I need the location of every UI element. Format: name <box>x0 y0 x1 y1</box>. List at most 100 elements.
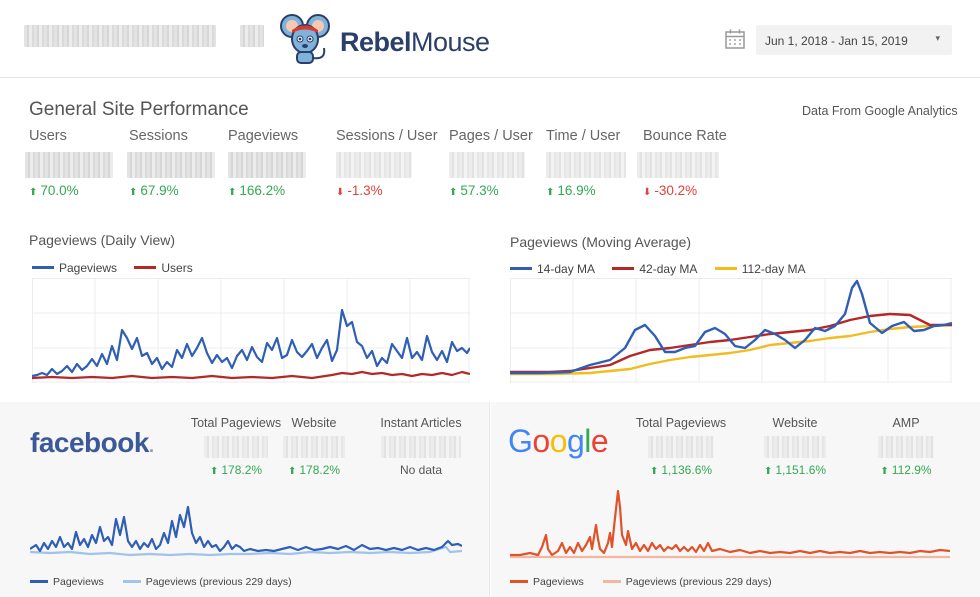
date-range-value: Jun 1, 2018 - Jan 15, 2019 <box>765 34 908 48</box>
stat-label: Total Pageviews <box>190 416 282 430</box>
google-logo: Google <box>508 423 609 459</box>
header: RebelMouse Jun 1, 2018 - Jan 15, 2019 ▾ <box>0 0 980 78</box>
legend-item-users[interactable]: Users <box>134 261 193 275</box>
redacted-stat-value <box>764 436 826 458</box>
arrow-up-icon: ⬆ <box>287 466 297 477</box>
ma-chart <box>510 278 952 383</box>
metric-bounce-rate: Bounce Rate ⬇ -30.2% <box>637 128 727 198</box>
metric-label: Sessions / User <box>336 128 438 144</box>
facebook-logo: facebook. <box>30 427 154 458</box>
metric-label: Time / User <box>546 128 621 144</box>
ma-chart-legend: 14-day MA 42-day MA 112-day MA <box>510 262 820 276</box>
section-title: General Site Performance <box>29 99 249 120</box>
arrow-up-icon: ⬆ <box>649 466 659 477</box>
fb-website: Website ⬆ 178.2% <box>274 416 354 477</box>
google-chart-legend: Pageviews Pageviews (previous 229 days) <box>510 576 788 588</box>
redacted-site-logo <box>240 25 264 47</box>
legend-swatch <box>510 267 532 271</box>
stat-label: Website <box>291 416 337 430</box>
legend-swatch <box>134 266 157 270</box>
metric-delta: ⬆ 166.2% <box>228 183 286 198</box>
legend-swatch <box>30 579 48 583</box>
metric-delta: ⬆ 16.9% <box>546 183 596 198</box>
daily-chart <box>32 278 470 383</box>
legend-swatch <box>510 579 528 583</box>
series-pageviews-line <box>510 489 950 557</box>
stat-label: Instant Articles <box>380 416 462 430</box>
arrow-up-icon: ⬆ <box>763 466 773 477</box>
arrow-down-icon: ⬇ <box>336 187 345 198</box>
metric-label: Users <box>29 128 67 144</box>
legend-item-14-day-ma[interactable]: 14-day MA <box>510 262 595 276</box>
legend-item-112-day-ma[interactable]: 112-day MA <box>714 262 806 276</box>
metric-delta: ⬆ 70.0% <box>29 183 79 198</box>
chart-gridlines <box>32 278 470 383</box>
legend-item-previous-pageviews[interactable]: Pageviews (previous 229 days) <box>602 576 772 588</box>
legend-item-pageviews[interactable]: Pageviews <box>510 576 584 588</box>
legend-swatch <box>122 579 141 583</box>
arrow-up-icon: ⬆ <box>29 187 38 198</box>
facebook-chart-legend: Pageviews Pageviews (previous 229 days) <box>30 576 308 588</box>
metric-users: Users ⬆ 70.0% <box>25 128 113 198</box>
metric-delta: ⬆ 57.3% <box>449 183 499 198</box>
metric-sessions: Sessions ⬆ 67.9% <box>127 128 215 198</box>
brand-logo[interactable]: RebelMouse <box>280 12 490 66</box>
stat-delta: ⬆ 178.2% <box>209 463 263 477</box>
stat-delta: ⬆ 1,136.6% <box>649 463 713 477</box>
fb-total-pageviews: Total Pageviews ⬆ 178.2% <box>176 416 296 477</box>
redacted-metric-value <box>228 152 306 178</box>
chart-gridlines <box>510 278 952 383</box>
legend-item-previous-pageviews[interactable]: Pageviews (previous 229 days) <box>122 576 292 588</box>
legend-item-pageviews[interactable]: Pageviews <box>30 576 104 588</box>
redacted-metric-value <box>336 152 412 178</box>
metric-label: Bounce Rate <box>643 128 727 144</box>
series-pageviews-line <box>32 308 470 378</box>
stat-label: Website <box>772 416 818 430</box>
metric-pages-per-user: Pages / User ⬆ 57.3% <box>449 128 533 198</box>
metric-label: Sessions <box>129 128 188 144</box>
redacted-stat-value <box>648 436 714 458</box>
brand-wordmark: RebelMouse <box>340 27 490 57</box>
metric-pageviews: Pageviews ⬆ 166.2% <box>228 128 306 198</box>
calendar-icon[interactable] <box>724 28 746 50</box>
metric-sessions-per-user: Sessions / User ⬇ -1.3% <box>336 128 438 198</box>
date-range-select[interactable]: Jun 1, 2018 - Jan 15, 2019 ▾ <box>756 25 952 55</box>
legend-swatch <box>602 579 621 583</box>
google-chart <box>510 489 950 559</box>
stat-delta: ⬆ 112.9% <box>880 463 932 477</box>
caret-down-icon: ▾ <box>935 33 940 43</box>
daily-chart-legend: Pageviews Users <box>32 261 207 275</box>
google-total-pageviews: Total Pageviews ⬆ 1,136.6% <box>626 416 736 477</box>
facebook-panel: facebook. Total Pageviews ⬆ 178.2% Websit… <box>0 402 490 597</box>
mouse-mascot-logo <box>280 14 330 64</box>
arrow-up-icon: ⬆ <box>129 187 138 198</box>
facebook-chart <box>30 505 462 557</box>
series-112-day-ma-line <box>510 323 952 376</box>
arrow-up-icon: ⬆ <box>209 466 219 477</box>
legend-item-pageviews[interactable]: Pageviews <box>32 261 117 275</box>
stat-delta: ⬆ 178.2% <box>287 463 341 477</box>
redacted-metric-value <box>546 152 626 178</box>
data-source-note: Data From Google Analytics <box>802 104 958 118</box>
arrow-up-icon: ⬆ <box>546 187 555 198</box>
redacted-stat-value <box>283 436 345 458</box>
fb-instant-articles: Instant Articles No data <box>368 416 474 477</box>
google-amp: AMP ⬆ 112.9% <box>871 416 941 477</box>
arrow-down-icon: ⬇ <box>643 187 652 198</box>
series-previous-pageviews-line <box>30 545 462 557</box>
stat-delta: ⬆ 1,151.6% <box>763 463 827 477</box>
redacted-stat-value <box>381 436 461 458</box>
daily-chart-title: Pageviews (Daily View) <box>29 232 176 248</box>
redacted-metric-value <box>127 152 215 178</box>
arrow-up-icon: ⬆ <box>880 466 889 477</box>
metric-time-per-user: Time / User ⬆ 16.9% <box>546 128 626 198</box>
stat-no-data: No data <box>399 463 443 477</box>
legend-item-42-day-ma[interactable]: 42-day MA <box>612 262 697 276</box>
legend-swatch <box>32 266 54 270</box>
ma-chart-title: Pageviews (Moving Average) <box>510 234 692 250</box>
series-users-line <box>32 370 470 380</box>
google-panel: Google Total Pageviews ⬆ 1,136.6% Website… <box>491 402 980 597</box>
metric-delta: ⬇ -30.2% <box>643 183 698 198</box>
redacted-metric-value <box>25 152 113 178</box>
redacted-site-name <box>24 25 216 47</box>
